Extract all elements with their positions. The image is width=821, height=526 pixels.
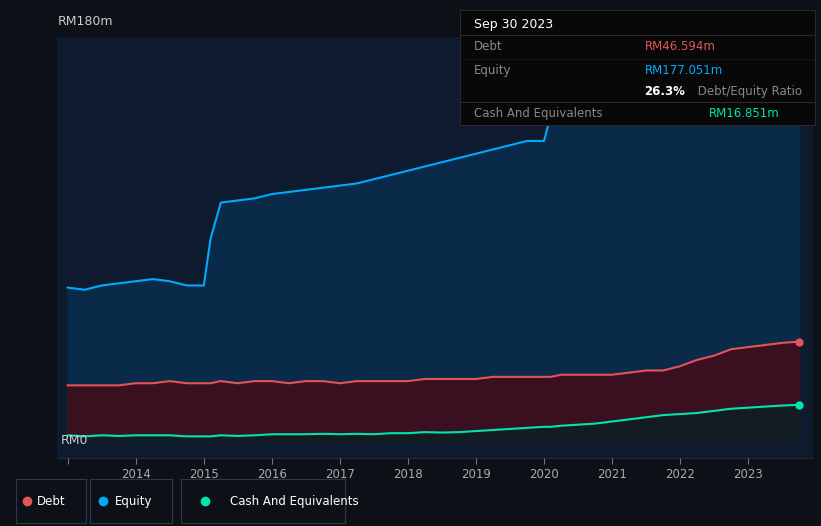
Text: RM180m: RM180m: [57, 15, 113, 28]
Text: 26.3%: 26.3%: [644, 85, 686, 98]
Text: RM177.051m: RM177.051m: [644, 64, 722, 77]
Text: Equity: Equity: [115, 494, 153, 508]
Text: Cash And Equivalents: Cash And Equivalents: [230, 494, 359, 508]
Text: RM0: RM0: [61, 434, 89, 447]
Text: Debt: Debt: [38, 494, 66, 508]
Text: RM46.594m: RM46.594m: [644, 40, 715, 53]
Text: RM16.851m: RM16.851m: [709, 107, 779, 119]
Text: Debt: Debt: [475, 40, 502, 53]
Text: Debt/Equity Ratio: Debt/Equity Ratio: [695, 85, 802, 98]
Text: Cash And Equivalents: Cash And Equivalents: [475, 107, 603, 119]
Text: Sep 30 2023: Sep 30 2023: [475, 18, 553, 31]
Text: Equity: Equity: [475, 64, 511, 77]
